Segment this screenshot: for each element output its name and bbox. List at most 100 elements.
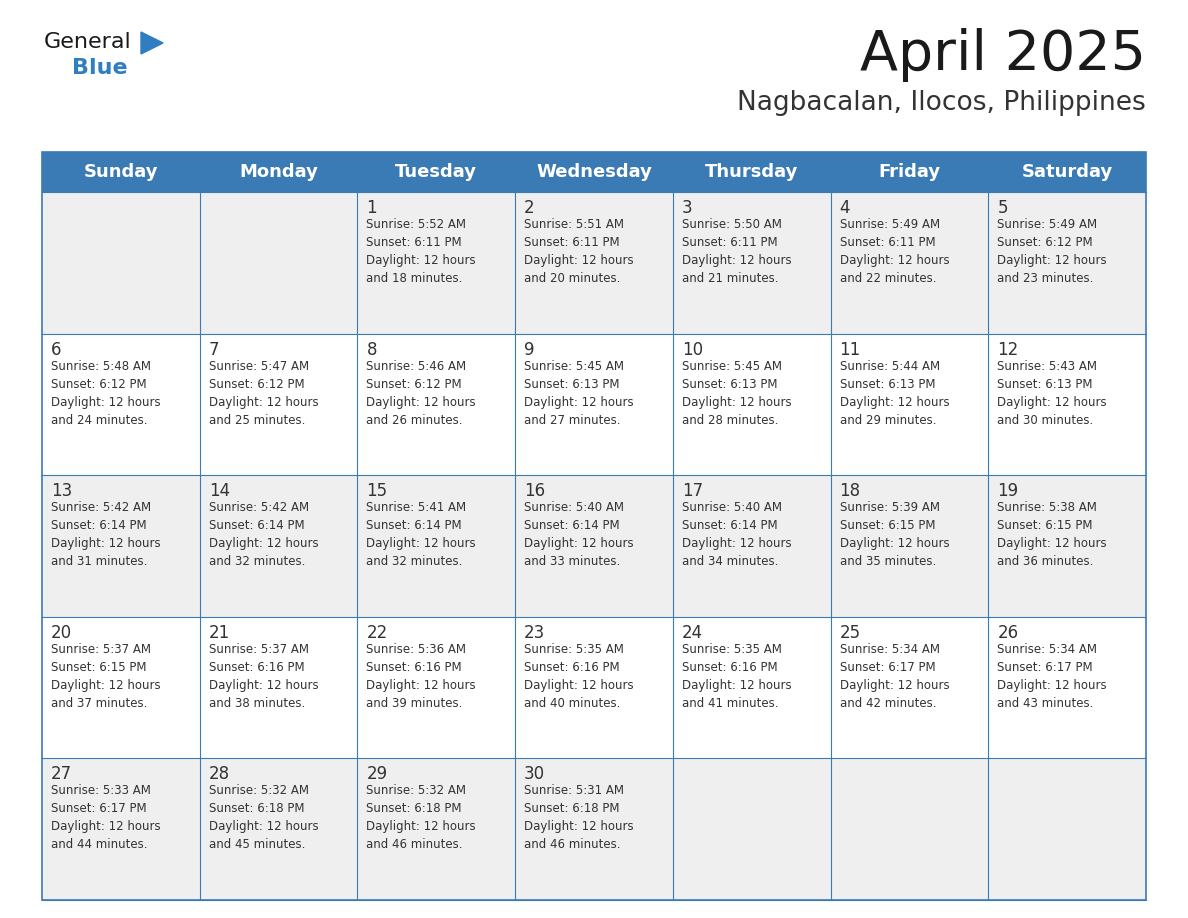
Bar xyxy=(516,617,672,758)
Text: Wednesday: Wednesday xyxy=(536,163,652,181)
Bar xyxy=(672,333,830,476)
Text: 15: 15 xyxy=(366,482,387,500)
Bar xyxy=(358,758,516,900)
Bar xyxy=(830,476,988,617)
Bar xyxy=(42,152,1146,900)
Text: 25: 25 xyxy=(840,624,860,642)
Text: 27: 27 xyxy=(51,766,72,783)
Text: Sunrise: 5:40 AM
Sunset: 6:14 PM
Daylight: 12 hours
and 34 minutes.: Sunrise: 5:40 AM Sunset: 6:14 PM Dayligh… xyxy=(682,501,791,568)
Bar xyxy=(358,333,516,476)
Bar xyxy=(988,758,1146,900)
Text: 3: 3 xyxy=(682,199,693,217)
Text: 30: 30 xyxy=(524,766,545,783)
Text: Sunrise: 5:44 AM
Sunset: 6:13 PM
Daylight: 12 hours
and 29 minutes.: Sunrise: 5:44 AM Sunset: 6:13 PM Dayligh… xyxy=(840,360,949,427)
Text: Sunrise: 5:37 AM
Sunset: 6:15 PM
Daylight: 12 hours
and 37 minutes.: Sunrise: 5:37 AM Sunset: 6:15 PM Dayligh… xyxy=(51,643,160,710)
Text: Blue: Blue xyxy=(72,58,127,78)
Bar xyxy=(358,476,516,617)
Text: Sunrise: 5:34 AM
Sunset: 6:17 PM
Daylight: 12 hours
and 42 minutes.: Sunrise: 5:34 AM Sunset: 6:17 PM Dayligh… xyxy=(840,643,949,710)
Bar xyxy=(200,617,358,758)
Text: Sunrise: 5:45 AM
Sunset: 6:13 PM
Daylight: 12 hours
and 27 minutes.: Sunrise: 5:45 AM Sunset: 6:13 PM Dayligh… xyxy=(524,360,633,427)
Text: 12: 12 xyxy=(997,341,1018,359)
Bar xyxy=(42,152,1146,192)
Text: General: General xyxy=(44,32,132,52)
Text: 8: 8 xyxy=(366,341,377,359)
Bar xyxy=(200,476,358,617)
Bar xyxy=(42,192,200,333)
Text: Sunrise: 5:40 AM
Sunset: 6:14 PM
Daylight: 12 hours
and 33 minutes.: Sunrise: 5:40 AM Sunset: 6:14 PM Dayligh… xyxy=(524,501,633,568)
Text: 5: 5 xyxy=(997,199,1007,217)
Bar xyxy=(200,192,358,333)
Polygon shape xyxy=(141,32,163,54)
Text: 1: 1 xyxy=(366,199,377,217)
Bar xyxy=(42,758,200,900)
Text: 24: 24 xyxy=(682,624,703,642)
Bar xyxy=(358,617,516,758)
Text: 7: 7 xyxy=(209,341,220,359)
Text: Sunrise: 5:35 AM
Sunset: 6:16 PM
Daylight: 12 hours
and 40 minutes.: Sunrise: 5:35 AM Sunset: 6:16 PM Dayligh… xyxy=(524,643,633,710)
Text: Sunrise: 5:45 AM
Sunset: 6:13 PM
Daylight: 12 hours
and 28 minutes.: Sunrise: 5:45 AM Sunset: 6:13 PM Dayligh… xyxy=(682,360,791,427)
Text: Sunrise: 5:32 AM
Sunset: 6:18 PM
Daylight: 12 hours
and 46 minutes.: Sunrise: 5:32 AM Sunset: 6:18 PM Dayligh… xyxy=(366,784,476,851)
Text: Sunrise: 5:51 AM
Sunset: 6:11 PM
Daylight: 12 hours
and 20 minutes.: Sunrise: 5:51 AM Sunset: 6:11 PM Dayligh… xyxy=(524,218,633,285)
Bar xyxy=(988,192,1146,333)
Text: Friday: Friday xyxy=(878,163,941,181)
Text: 2: 2 xyxy=(524,199,535,217)
Text: 4: 4 xyxy=(840,199,851,217)
Text: Sunrise: 5:39 AM
Sunset: 6:15 PM
Daylight: 12 hours
and 35 minutes.: Sunrise: 5:39 AM Sunset: 6:15 PM Dayligh… xyxy=(840,501,949,568)
Text: Sunrise: 5:43 AM
Sunset: 6:13 PM
Daylight: 12 hours
and 30 minutes.: Sunrise: 5:43 AM Sunset: 6:13 PM Dayligh… xyxy=(997,360,1107,427)
Text: Sunrise: 5:50 AM
Sunset: 6:11 PM
Daylight: 12 hours
and 21 minutes.: Sunrise: 5:50 AM Sunset: 6:11 PM Dayligh… xyxy=(682,218,791,285)
Text: Sunrise: 5:52 AM
Sunset: 6:11 PM
Daylight: 12 hours
and 18 minutes.: Sunrise: 5:52 AM Sunset: 6:11 PM Dayligh… xyxy=(366,218,476,285)
Text: 9: 9 xyxy=(524,341,535,359)
Text: Sunrise: 5:31 AM
Sunset: 6:18 PM
Daylight: 12 hours
and 46 minutes.: Sunrise: 5:31 AM Sunset: 6:18 PM Dayligh… xyxy=(524,784,633,851)
Text: Monday: Monday xyxy=(239,163,318,181)
Text: Sunrise: 5:41 AM
Sunset: 6:14 PM
Daylight: 12 hours
and 32 minutes.: Sunrise: 5:41 AM Sunset: 6:14 PM Dayligh… xyxy=(366,501,476,568)
Text: April 2025: April 2025 xyxy=(860,28,1146,82)
Text: Sunrise: 5:35 AM
Sunset: 6:16 PM
Daylight: 12 hours
and 41 minutes.: Sunrise: 5:35 AM Sunset: 6:16 PM Dayligh… xyxy=(682,643,791,710)
Bar xyxy=(42,617,200,758)
Text: Sunrise: 5:37 AM
Sunset: 6:16 PM
Daylight: 12 hours
and 38 minutes.: Sunrise: 5:37 AM Sunset: 6:16 PM Dayligh… xyxy=(209,643,318,710)
Bar xyxy=(516,758,672,900)
Text: Sunrise: 5:33 AM
Sunset: 6:17 PM
Daylight: 12 hours
and 44 minutes.: Sunrise: 5:33 AM Sunset: 6:17 PM Dayligh… xyxy=(51,784,160,851)
Bar xyxy=(42,333,200,476)
Text: 22: 22 xyxy=(366,624,387,642)
Bar xyxy=(672,192,830,333)
Text: Saturday: Saturday xyxy=(1022,163,1113,181)
Text: Sunrise: 5:46 AM
Sunset: 6:12 PM
Daylight: 12 hours
and 26 minutes.: Sunrise: 5:46 AM Sunset: 6:12 PM Dayligh… xyxy=(366,360,476,427)
Bar xyxy=(516,333,672,476)
Text: Sunrise: 5:47 AM
Sunset: 6:12 PM
Daylight: 12 hours
and 25 minutes.: Sunrise: 5:47 AM Sunset: 6:12 PM Dayligh… xyxy=(209,360,318,427)
Text: Sunrise: 5:34 AM
Sunset: 6:17 PM
Daylight: 12 hours
and 43 minutes.: Sunrise: 5:34 AM Sunset: 6:17 PM Dayligh… xyxy=(997,643,1107,710)
Bar xyxy=(516,476,672,617)
Text: Sunrise: 5:36 AM
Sunset: 6:16 PM
Daylight: 12 hours
and 39 minutes.: Sunrise: 5:36 AM Sunset: 6:16 PM Dayligh… xyxy=(366,643,476,710)
Text: 29: 29 xyxy=(366,766,387,783)
Bar xyxy=(830,333,988,476)
Bar xyxy=(988,476,1146,617)
Text: Sunrise: 5:38 AM
Sunset: 6:15 PM
Daylight: 12 hours
and 36 minutes.: Sunrise: 5:38 AM Sunset: 6:15 PM Dayligh… xyxy=(997,501,1107,568)
Text: 20: 20 xyxy=(51,624,72,642)
Bar xyxy=(200,333,358,476)
Text: 21: 21 xyxy=(209,624,230,642)
Text: 19: 19 xyxy=(997,482,1018,500)
Bar xyxy=(672,617,830,758)
Text: 16: 16 xyxy=(524,482,545,500)
Text: Thursday: Thursday xyxy=(704,163,798,181)
Bar xyxy=(672,476,830,617)
Bar xyxy=(358,192,516,333)
Text: Sunrise: 5:49 AM
Sunset: 6:11 PM
Daylight: 12 hours
and 22 minutes.: Sunrise: 5:49 AM Sunset: 6:11 PM Dayligh… xyxy=(840,218,949,285)
Text: Sunrise: 5:48 AM
Sunset: 6:12 PM
Daylight: 12 hours
and 24 minutes.: Sunrise: 5:48 AM Sunset: 6:12 PM Dayligh… xyxy=(51,360,160,427)
Text: Nagbacalan, Ilocos, Philippines: Nagbacalan, Ilocos, Philippines xyxy=(738,90,1146,116)
Bar xyxy=(830,617,988,758)
Text: 6: 6 xyxy=(51,341,62,359)
Text: 13: 13 xyxy=(51,482,72,500)
Text: Sunrise: 5:42 AM
Sunset: 6:14 PM
Daylight: 12 hours
and 32 minutes.: Sunrise: 5:42 AM Sunset: 6:14 PM Dayligh… xyxy=(209,501,318,568)
Text: Tuesday: Tuesday xyxy=(396,163,478,181)
Bar xyxy=(988,333,1146,476)
Text: Sunday: Sunday xyxy=(83,163,158,181)
Bar xyxy=(42,476,200,617)
Bar xyxy=(830,758,988,900)
Text: 17: 17 xyxy=(682,482,703,500)
Text: 14: 14 xyxy=(209,482,229,500)
Bar xyxy=(830,192,988,333)
Bar xyxy=(988,617,1146,758)
Text: 28: 28 xyxy=(209,766,229,783)
Text: 26: 26 xyxy=(997,624,1018,642)
Bar xyxy=(672,758,830,900)
